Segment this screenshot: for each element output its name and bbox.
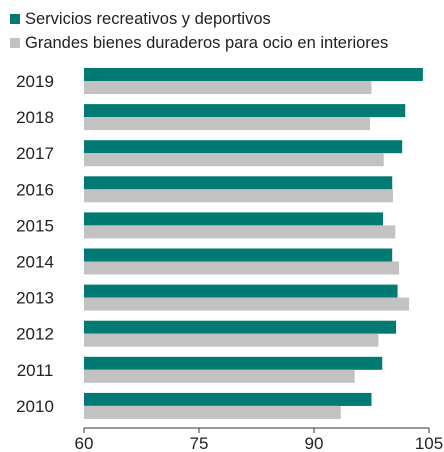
bar-2014-series-2	[84, 261, 400, 275]
legend: Servicios recreativos y deportivos Grand…	[10, 7, 388, 55]
category-label-2011: 2011	[17, 361, 54, 380]
category-label-2018: 2018	[16, 108, 54, 127]
category-label-2017: 2017	[16, 144, 54, 163]
category-label-2016: 2016	[16, 180, 54, 199]
legend-label-series-2: Grandes bienes duraderos para ocio en in…	[25, 33, 389, 52]
category-label-2010: 2010	[16, 397, 54, 416]
x-tick-label-60: 60	[75, 434, 94, 452]
bar-2013-series-2	[84, 297, 410, 311]
category-label-2014: 2014	[16, 253, 54, 272]
x-tick-label-90: 90	[305, 434, 324, 452]
legend-item-series-1: Servicios recreativos y deportivos	[10, 7, 388, 31]
legend-item-series-2: Grandes bienes duraderos para ocio en in…	[10, 31, 388, 55]
bar-2017-series-1	[84, 140, 403, 154]
category-label-2019: 2019	[16, 72, 54, 91]
bar-2018-series-2	[84, 117, 370, 131]
bar-2010-series-2	[84, 405, 341, 419]
bar-2016-series-1	[84, 176, 393, 190]
legend-label-series-1: Servicios recreativos y deportivos	[25, 9, 271, 28]
bar-2012-series-2	[84, 333, 379, 347]
bar-2018-series-1	[84, 104, 406, 118]
bar-2019-series-2	[84, 81, 372, 94]
bar-2017-series-2	[84, 153, 384, 167]
bar-2012-series-1	[84, 320, 397, 334]
bar-2016-series-2	[84, 189, 393, 203]
legend-swatch-series-1	[10, 14, 20, 24]
bar-2019-series-1	[84, 68, 423, 81]
category-label-2015: 2015	[16, 216, 54, 235]
category-label-2012: 2012	[16, 325, 54, 344]
x-tick-label-105: 105	[415, 434, 443, 452]
category-label-2013: 2013	[16, 289, 54, 308]
bar-2015-series-2	[84, 225, 396, 239]
legend-swatch-series-2	[10, 38, 20, 48]
bar-2015-series-1	[84, 212, 383, 226]
bar-2014-series-1	[84, 248, 393, 262]
x-tick-label-75: 75	[190, 434, 209, 452]
bar-2011-series-2	[84, 369, 355, 383]
bar-2013-series-1	[84, 284, 398, 298]
bar-2010-series-1	[84, 392, 372, 406]
bar-2011-series-1	[84, 356, 383, 370]
